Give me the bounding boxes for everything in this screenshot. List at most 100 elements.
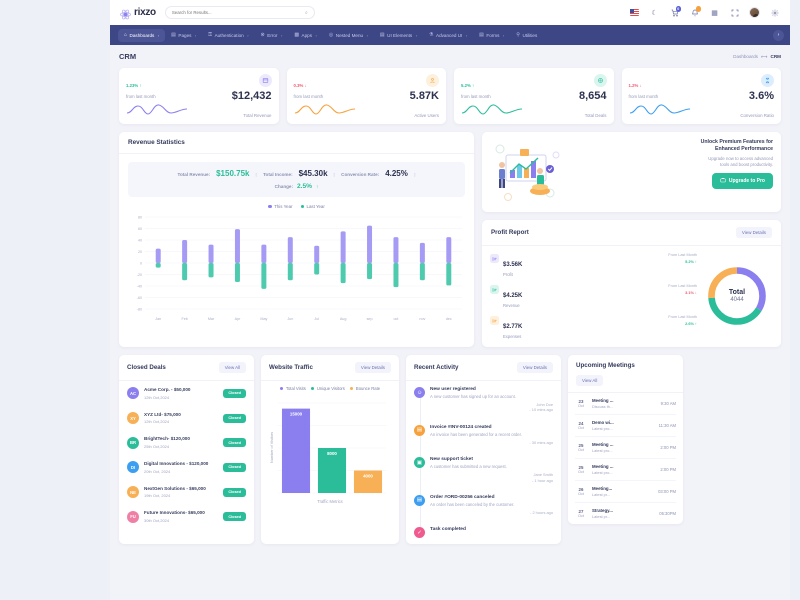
stat-card-active-users[interactable]: 0.3% ↓ from last month 5.87K Active User… <box>286 68 446 124</box>
meeting-row[interactable]: 27 Oct Strategy... Latest pr... 05:30PM <box>568 503 683 524</box>
deal-date: 30th Oct,2024 <box>144 518 170 524</box>
deal-row[interactable]: AC Acme Corp. - $50,000 12th Oct,2024 Cl… <box>119 381 254 406</box>
activity-item[interactable]: ☺ New user registered A new customer has… <box>406 381 561 425</box>
upgrade-button-label: Upgrade to Pro <box>728 178 765 185</box>
activity-meta: - 2 hours ago <box>530 509 553 515</box>
legend-this-year[interactable]: This Year <box>268 204 293 209</box>
website-traffic-card: Website Traffic View Details Total Visit… <box>261 355 399 545</box>
stat-label: Active Users <box>414 113 439 118</box>
stat-card-total-deals[interactable]: 5.2% ↑ from last month 8,654 Total Deals <box>454 68 614 124</box>
flag-us-icon[interactable] <box>629 7 640 18</box>
activity-meta: John Doe - 10 mins ago <box>529 401 553 413</box>
website-traffic-view-details-button[interactable]: View Details <box>354 362 391 373</box>
meeting-row[interactable]: 25 Oct Meeting ... Latest pro... 2:00 PM <box>568 437 683 458</box>
topbar: rixzo ⌕ ☾ 0 <box>110 0 790 25</box>
revenue-change: 3.1% ↓ <box>685 289 697 295</box>
total-revenue-label: Total Revenue: <box>177 172 211 177</box>
svg-text:-80: -80 <box>137 308 142 312</box>
nav-more-button[interactable]: › <box>773 29 784 41</box>
deal-row[interactable]: DI Digital Innovations - $120,000 20th O… <box>119 455 254 480</box>
nav-item-apps[interactable]: ▩ Apps › <box>288 29 323 42</box>
stat-card-total-revenue[interactable]: 1.23% ↑ from last month $12,432 Total Re… <box>119 68 279 124</box>
deal-status-badge: Closed <box>223 512 246 522</box>
activity-item[interactable]: ▤ Invoice #INV-00124 created An invoice … <box>406 419 561 458</box>
traffic-legend-item[interactable]: Unique Visitors <box>310 386 345 391</box>
svg-text:4000: 4000 <box>363 474 373 479</box>
bell-icon[interactable] <box>689 6 701 18</box>
breadcrumb-root[interactable]: Dashboards <box>733 54 758 59</box>
expenses-change: 2.6% ↑ <box>685 320 697 326</box>
deal-status-badge: Closed <box>223 388 246 398</box>
traffic-legend-item[interactable]: Total Visits <box>279 386 306 391</box>
apps-grid-icon[interactable]: ▦ <box>711 9 718 17</box>
revenue-chart-legend: This Year Last Year <box>119 204 474 209</box>
meeting-row[interactable]: 23 Oct Meeting ... Discuss th... 9:30 AM <box>568 393 683 414</box>
deal-row[interactable]: XY XYZ Ltd- $75,000 12th Oct,2024 Closed <box>119 406 254 431</box>
chevron-right-icon: › <box>465 32 468 38</box>
website-traffic-legend: Total Visits Unique Visitors Bounce Rate <box>268 386 392 391</box>
nav-item-dashboards[interactable]: ⌂ Dashboards › <box>118 28 166 42</box>
dark-mode-icon[interactable]: ☾ <box>651 9 658 17</box>
promo-sub-line1: Upgrade now to access advanced <box>708 156 773 162</box>
nav-item-pages[interactable]: ▤ Pages › <box>165 29 202 42</box>
deal-name: NextGen Solutions - $65,000 <box>144 485 206 491</box>
meeting-month: Oct <box>578 448 584 452</box>
nav-label: UI Elements <box>387 32 413 38</box>
meeting-subtitle: Discuss th... <box>592 404 614 409</box>
revenue-statistics-title: Revenue Statistics <box>119 132 474 154</box>
recent-activity-header: Recent Activity View Details <box>406 355 561 380</box>
activity-description: An order has been canceled by the custom… <box>430 501 515 507</box>
nav-item-forms[interactable]: ▤ Forms › <box>473 29 510 42</box>
traffic-legend-item[interactable]: Bounce Rate <box>349 386 380 391</box>
change-value: 2.5% <box>297 183 313 190</box>
meeting-date: 23 Oct <box>575 399 587 408</box>
meeting-row[interactable]: 26 Oct Meeting... Latest pr... 03:00 PM <box>568 481 683 502</box>
closed-deals-view-all-button[interactable]: View All <box>218 362 246 373</box>
total-revenue-value: $150.75k <box>216 169 250 178</box>
divider: ⫾ <box>413 172 416 178</box>
nav-item-error[interactable]: ⊗ Error › <box>255 29 289 42</box>
search-input[interactable] <box>171 10 292 15</box>
activity-meta: - 30 mins ago <box>529 439 553 445</box>
activity-item[interactable]: ✓ Task completed <box>406 521 561 544</box>
cart-icon[interactable]: 0 <box>669 6 681 18</box>
svg-text:40: 40 <box>138 239 142 243</box>
activity-title: Order #ORD-00256 canceled <box>430 494 495 500</box>
meeting-row[interactable]: 25 Oct Meeting ... Latest pro... 2:00 PM <box>568 459 683 480</box>
nav-item-advanced-ui[interactable]: ⚗ Advanced UI › <box>423 29 473 42</box>
meeting-row[interactable]: 24 Oct Demo wi... Latest pro... 11:30 AM <box>568 415 683 436</box>
nav-label: Pages <box>178 32 192 38</box>
activity-meta: Jane Smith - 1 hour ago <box>532 472 553 483</box>
profit-view-details-button[interactable]: View Details <box>735 227 772 238</box>
deal-row[interactable]: NE NextGen Solutions - $65,000 19th Oct,… <box>119 480 254 505</box>
nav-item-nested-menu[interactable]: ◎ Nested Menu › <box>323 29 374 42</box>
avatar[interactable] <box>749 7 760 18</box>
recent-activity-view-details-button[interactable]: View Details <box>516 362 553 373</box>
deal-status-badge: Closed <box>223 462 246 472</box>
deal-row[interactable]: FU Future Innovations- $65,000 30th Oct,… <box>119 504 254 529</box>
legend-last-year[interactable]: Last Year <box>300 204 325 209</box>
nav-label: Utilities <box>522 32 538 38</box>
users-icon <box>426 74 439 87</box>
revenue-icon <box>258 74 272 87</box>
upgrade-to-pro-button[interactable]: Upgrade to Pro <box>711 173 773 190</box>
activity-item[interactable]: ▣ New support ticket A customer has subm… <box>406 451 561 495</box>
meetings-view-all-button[interactable]: View All <box>576 375 604 386</box>
revenue-from-label: From Last Month <box>668 284 697 288</box>
settings-gear-icon[interactable] <box>769 7 780 18</box>
nav-item-ui-elements[interactable]: ▤ UI Elements › <box>374 29 423 42</box>
search-box[interactable]: ⌕ <box>164 6 315 19</box>
nav-item-authentication[interactable]: ⚿ Authentication › <box>202 29 254 42</box>
timeline-connector <box>419 467 421 495</box>
brand-logo[interactable]: rixzo <box>120 7 156 20</box>
stat-percent: 1.2% ↓ <box>628 83 642 88</box>
sparkline-chart <box>461 104 523 115</box>
activity-item[interactable]: ▤ Order #ORD-00256 canceled An order has… <box>406 489 561 528</box>
fullscreen-icon[interactable] <box>729 7 740 18</box>
right-column: Unlock Premium Features for Enhanced Per… <box>482 132 781 347</box>
stat-card-conversion-ratio[interactable]: 1.2% ↓ from last month 3.6% Conversion R… <box>621 68 781 124</box>
nav-item-utilities[interactable]: ⚲ Utilities <box>510 29 543 42</box>
profit-donut-chart: Total 4044 <box>701 253 773 339</box>
search-icon[interactable]: ⌕ <box>305 9 308 16</box>
deal-row[interactable]: BR BrightTech- $120,000 25th Oct,2024 Cl… <box>119 430 254 455</box>
